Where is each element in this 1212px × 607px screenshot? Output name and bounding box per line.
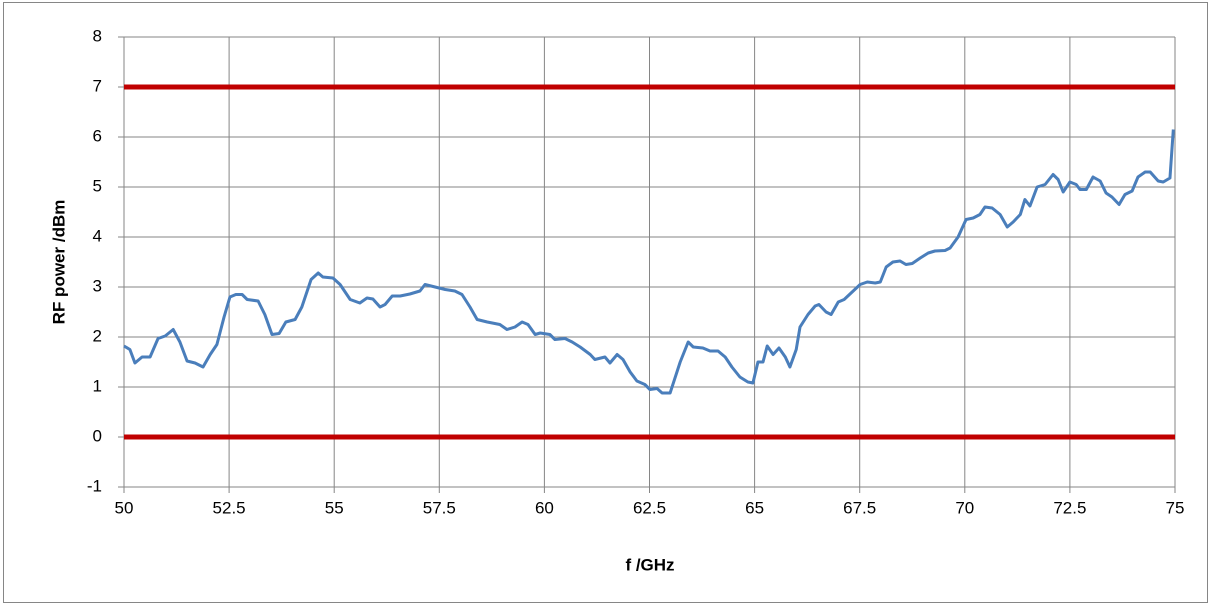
y-tick-label: 3 [93, 276, 102, 295]
chart-frame [3, 2, 1208, 603]
data-line [123, 129, 1175, 395]
x-tick-label: 55 [325, 498, 344, 517]
x-tick-label: 50 [115, 498, 134, 517]
x-axis-title: f /GHz [625, 555, 674, 574]
x-tick-label: 57.5 [423, 498, 456, 517]
y-tick-label: 8 [93, 26, 102, 45]
x-tick-label: 62.5 [633, 498, 666, 517]
y-tick-label: 4 [93, 226, 102, 245]
y-tick-label: 2 [93, 326, 102, 345]
y-tick-label: -1 [87, 476, 102, 495]
y-tick-label: 0 [93, 426, 102, 445]
x-tick-label: 52.5 [213, 498, 246, 517]
x-tick-label: 70 [955, 498, 974, 517]
x-tick-label: 75 [1166, 498, 1185, 517]
y-axis-title: RF power /dBm [49, 200, 68, 325]
x-tick-label: 60 [535, 498, 554, 517]
x-tick-label: 67.5 [843, 498, 876, 517]
x-tick-label: 65 [745, 498, 764, 517]
y-tick-label: 6 [93, 126, 102, 145]
y-tick-label: 7 [93, 76, 102, 95]
y-tick-label: 1 [93, 376, 102, 395]
x-tick-label: 72.5 [1053, 498, 1086, 517]
y-tick-label: 5 [93, 176, 102, 195]
